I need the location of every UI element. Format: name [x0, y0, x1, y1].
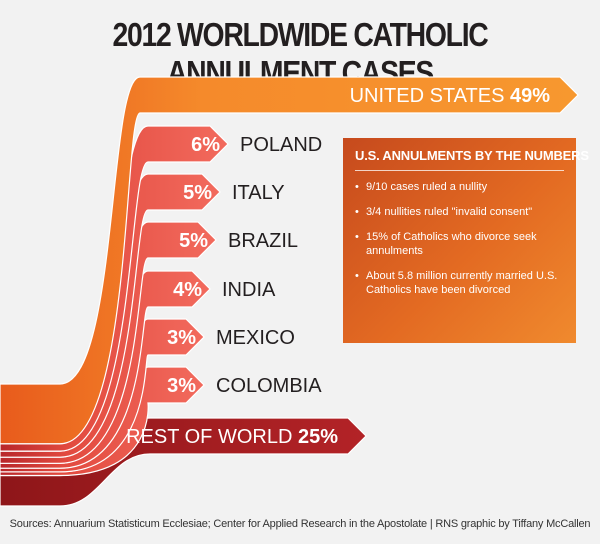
value-italy: 5% — [183, 182, 212, 204]
value-brazil: 5% — [179, 230, 208, 252]
bullet-icon: • — [355, 270, 359, 282]
value-poland: 6% — [191, 134, 220, 156]
category-brazil: BRAZIL — [228, 230, 298, 252]
category-italy: ITALY — [232, 182, 285, 204]
category-colombia: COLOMBIA — [216, 375, 322, 397]
chart-title: 2012 WORLDWIDE CATHOLIC ANNULMENT CASES — [112, 16, 488, 91]
us-numbers-item: • 9/10 cases ruled a nullity — [355, 181, 488, 193]
value-colombia: 3% — [167, 375, 196, 397]
bullet-icon: • — [355, 206, 359, 218]
us-numbers-title: U.S. ANNULMENTS BY THE NUMBERS — [355, 148, 589, 171]
value-mexico: 3% — [167, 327, 196, 349]
value-india: 4% — [173, 279, 202, 301]
bullet-icon: • — [355, 181, 359, 193]
us-numbers-list: • 9/10 cases ruled a nullity • 3/4 nulliti… — [355, 180, 564, 297]
category-poland: POLAND — [240, 134, 322, 156]
label-rest-of-world: REST OF WORLD 25% — [126, 426, 338, 448]
us-numbers-item: • 3/4 nullities ruled "invalid consent" — [355, 206, 533, 218]
sources-credit: Sources: Annuarium Statisticum Ecclesiae… — [9, 518, 591, 530]
bullet-icon: • — [355, 231, 359, 243]
us-numbers-box: U.S. ANNULMENTS BY THE NUMBERS • 9/10 cas… — [343, 138, 589, 343]
category-mexico: MEXICO — [216, 327, 295, 349]
us-numbers-item: • About 5.8 million currently married U.S… — [355, 270, 558, 296]
category-india: INDIA — [222, 279, 276, 301]
us-numbers-item: • 15% of Catholics who divorce seek annul… — [355, 231, 537, 257]
ribbon-united-states — [0, 76, 579, 445]
label-united-states: UNITED STATES 49% — [350, 85, 551, 107]
